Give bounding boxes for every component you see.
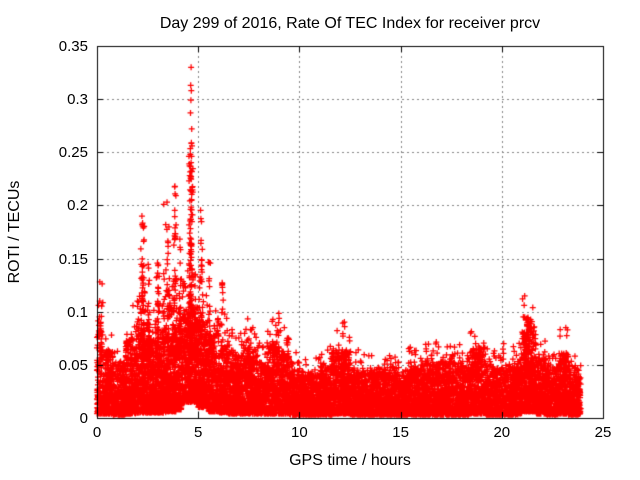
y-tick-label-0.1: 0.1 [67, 303, 88, 321]
y-tick-label-0.35: 0.35 [58, 38, 88, 55]
x-axis-label: GPS time / hours [289, 452, 411, 469]
y-tick-label-0.25: 0.25 [58, 144, 88, 162]
x-tick-label-5: 5 [194, 424, 203, 441]
x-tick-label-20: 20 [493, 424, 511, 441]
y-tick-label-0.3: 0.3 [67, 91, 88, 109]
x-tick-label-25: 25 [594, 424, 612, 441]
y-tick-label-0: 0 [79, 410, 88, 427]
chart-title: Day 299 of 2016, Rate Of TEC Index for r… [159, 15, 541, 32]
y-axis-label: ROTI / TECUs [6, 180, 23, 284]
x-tick-label-15: 15 [392, 424, 409, 441]
x-tick-label-10: 10 [291, 424, 308, 441]
y-tick-label-0.05: 0.05 [58, 356, 88, 374]
y-tick-label-0.2: 0.2 [67, 197, 88, 215]
x-tick-label-0: 0 [92, 424, 102, 441]
y-tick-label-0.15: 0.15 [58, 250, 88, 268]
